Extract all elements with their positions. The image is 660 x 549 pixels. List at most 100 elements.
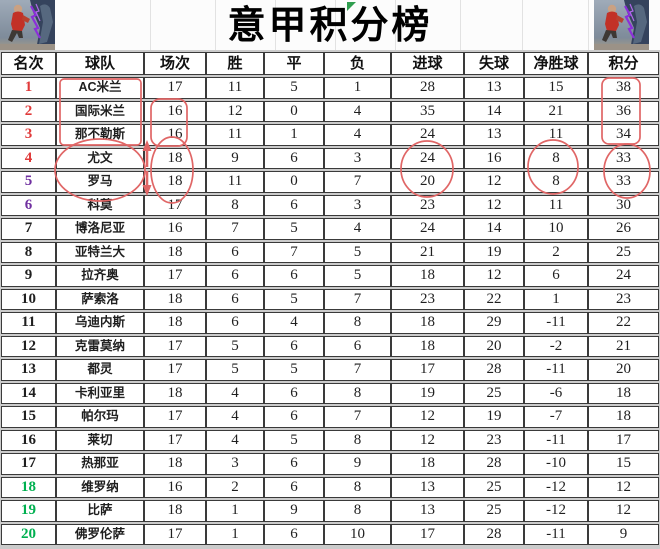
cell-goals-for: 18 [391, 265, 464, 287]
cell-loss: 5 [324, 265, 391, 287]
cell-goals-against: 28 [464, 359, 524, 381]
cell-team: 罗马 [56, 171, 144, 193]
table-row: 20 佛罗伦萨 17 1 6 10 17 28 -11 9 [1, 523, 659, 545]
cell-team: 维罗纳 [56, 476, 144, 498]
cell-goal-diff: -10 [524, 453, 588, 475]
cell-goals-for: 19 [391, 382, 464, 404]
cell-played: 18 [144, 288, 206, 310]
cell-draw: 5 [264, 77, 324, 99]
cell-goal-diff: -11 [524, 429, 588, 451]
cell-draw: 7 [264, 241, 324, 263]
header-row: 名次 球队 场次胜平负进球 失球 净胜球 积分 [1, 52, 659, 75]
cell-goal-diff: -2 [524, 335, 588, 357]
cell-goal-diff: -11 [524, 523, 588, 545]
page-title: 意甲积分榜 [227, 2, 433, 47]
cell-win: 11 [206, 77, 264, 99]
cell-goal-diff: -11 [524, 359, 588, 381]
cell-loss: 8 [324, 429, 391, 451]
cell-draw: 6 [264, 265, 324, 287]
cell-team: 比萨 [56, 500, 144, 522]
cell-points: 17 [588, 429, 659, 451]
cell-goals-against: 13 [464, 124, 524, 146]
table-row: 1 AC米兰 17 11 5 1 28 13 15 38 [1, 77, 659, 99]
cell-goals-against: 14 [464, 218, 524, 240]
gridline [215, 0, 216, 50]
cell-points: 9 [588, 523, 659, 545]
cell-goals-for: 17 [391, 359, 464, 381]
cell-played: 17 [144, 265, 206, 287]
cell-win: 5 [206, 359, 264, 381]
cell-goal-diff: 21 [524, 100, 588, 122]
cell-goal-diff: 10 [524, 218, 588, 240]
cell-win: 4 [206, 429, 264, 451]
basketball-photo-right [594, 0, 649, 50]
table-row: 6 科莫 17 8 6 3 23 12 11 30 [1, 194, 659, 216]
cell-team: 国际米兰 [56, 100, 144, 122]
cell-played: 18 [144, 147, 206, 169]
basketball-photo-left [0, 0, 55, 50]
cell-goals-for: 12 [391, 429, 464, 451]
table-body: 1 AC米兰 17 11 5 1 28 13 15 38 2 国际米兰 16 12 0 4 35 14 21 36 3 那… [1, 77, 659, 545]
cell-points: 20 [588, 359, 659, 381]
cell-win: 1 [206, 523, 264, 545]
cell-rank: 16 [1, 429, 56, 451]
cell-win: 6 [206, 265, 264, 287]
cell-win: 4 [206, 406, 264, 428]
cell-goal-diff: -12 [524, 500, 588, 522]
cell-points: 21 [588, 335, 659, 357]
cell-goals-for: 18 [391, 312, 464, 334]
cell-goals-for: 13 [391, 500, 464, 522]
cell-rank: 5 [1, 171, 56, 193]
cell-loss: 8 [324, 476, 391, 498]
cell-team: 都灵 [56, 359, 144, 381]
cell-goals-against: 25 [464, 382, 524, 404]
cell-team: 克雷莫纳 [56, 335, 144, 357]
cell-loss: 7 [324, 406, 391, 428]
cell-played: 16 [144, 218, 206, 240]
table-row: 16 莱切 17 4 5 8 12 23 -11 17 [1, 429, 659, 451]
cell-points: 15 [588, 453, 659, 475]
cell-draw: 6 [264, 523, 324, 545]
cell-played: 16 [144, 124, 206, 146]
cell-rank: 11 [1, 312, 56, 334]
gridline [460, 0, 461, 50]
cell-loss: 5 [324, 241, 391, 263]
column-header: 场次 [144, 52, 206, 75]
cell-loss: 7 [324, 359, 391, 381]
cell-draw: 6 [264, 406, 324, 428]
cell-points: 30 [588, 194, 659, 216]
cell-goals-against: 14 [464, 100, 524, 122]
cell-draw: 5 [264, 288, 324, 310]
cell-rank: 6 [1, 194, 56, 216]
cell-win: 3 [206, 453, 264, 475]
cell-goals-against: 16 [464, 147, 524, 169]
title-band: 意甲积分榜 [0, 0, 660, 50]
table-row: 2 国际米兰 16 12 0 4 35 14 21 36 [1, 100, 659, 122]
cell-draw: 0 [264, 100, 324, 122]
cell-points: 38 [588, 77, 659, 99]
cell-played: 17 [144, 77, 206, 99]
cell-goals-for: 18 [391, 453, 464, 475]
cell-loss: 4 [324, 124, 391, 146]
standings-table-area: 名次 球队 场次胜平负进球 失球 净胜球 积分 1 AC米兰 17 11 5 1 28 13 15 38 2 国… [1, 50, 659, 547]
cell-goals-for: 24 [391, 147, 464, 169]
cell-played: 18 [144, 500, 206, 522]
cell-goal-diff: 6 [524, 265, 588, 287]
cell-goal-diff: -6 [524, 382, 588, 404]
cell-rank: 10 [1, 288, 56, 310]
cell-played: 17 [144, 335, 206, 357]
cell-win: 6 [206, 241, 264, 263]
cell-goals-for: 12 [391, 406, 464, 428]
table-row: 3 那不勒斯 16 11 1 4 24 13 11 34 [1, 124, 659, 146]
cell-rank: 8 [1, 241, 56, 263]
cell-team: 拉齐奥 [56, 265, 144, 287]
cell-loss: 6 [324, 335, 391, 357]
cell-played: 18 [144, 241, 206, 263]
cell-goal-diff: 1 [524, 288, 588, 310]
cell-loss: 8 [324, 312, 391, 334]
cell-win: 7 [206, 218, 264, 240]
cell-win: 4 [206, 382, 264, 404]
cell-goals-for: 24 [391, 218, 464, 240]
column-header: 名次 [1, 52, 56, 75]
